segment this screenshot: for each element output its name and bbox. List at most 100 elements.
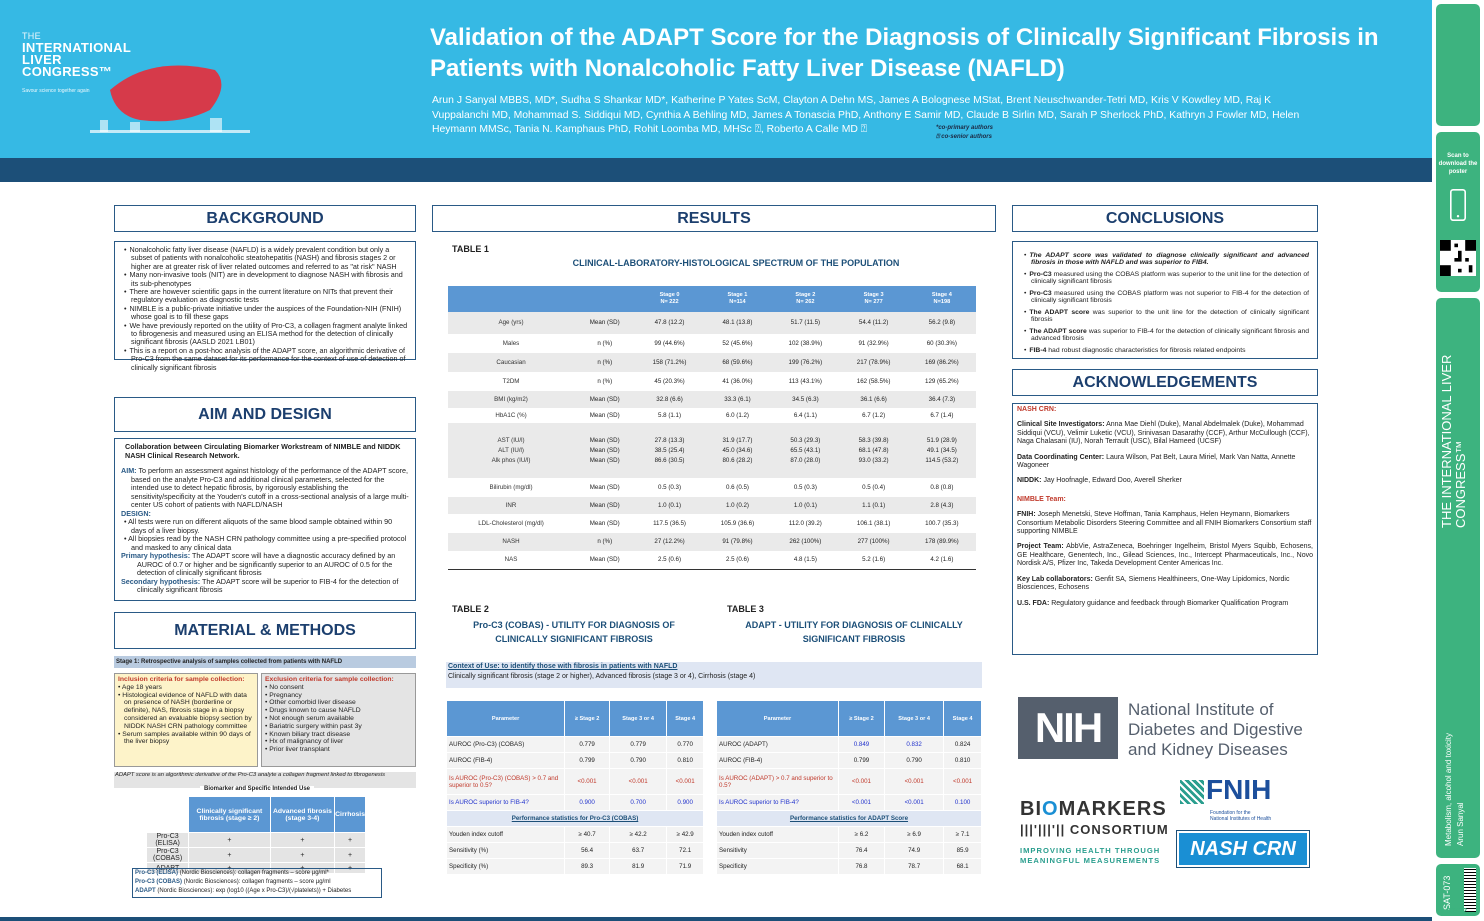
table1-cell: 105.9 (36.6) xyxy=(720,519,755,527)
year-label: ILC2022 xyxy=(1440,908,1467,915)
table1-cell: 56.2 (9.8) xyxy=(907,312,976,334)
ack-key: Clinical Site Investigators: xyxy=(1017,421,1105,429)
table1-title: CLINICAL-LABORATORY-HISTOLOGICAL SPECTRU… xyxy=(572,258,900,268)
perf-cell: Youden index cutoff xyxy=(716,826,839,843)
table-row: LDL-Cholesterol (mg/dl) Mean (SD) 117.5 (3… xyxy=(448,514,976,533)
perf-cell: Specificity (%) xyxy=(445,858,566,875)
table-row: Is AUROC superior to FIB-4? <0.001 <0.001 0… xyxy=(716,794,982,811)
perf-cell: Is AUROC superior to FIB-4? xyxy=(716,794,839,811)
perf-cell: 0.790 xyxy=(884,752,945,769)
table1-cell: 33.3 (6.1) xyxy=(703,391,772,408)
perf-cell: 0.900 xyxy=(666,794,704,811)
background-item: NIMBLE is a public-private initiative un… xyxy=(121,304,409,322)
table1-cell: 5.2 (1.6) xyxy=(862,555,886,563)
table-row: AUROC (ADAPT) 0.849 0.832 0.824 xyxy=(716,736,982,753)
table-row: Specificity (%) 89.3 81.9 71.9 xyxy=(445,858,704,875)
table1-cell: n (%) xyxy=(574,533,636,551)
exclusion-item: • No consent xyxy=(265,683,304,691)
aim-statement: AIM: To perform an assessment against hi… xyxy=(121,466,409,510)
qr-code-icon[interactable] xyxy=(1440,240,1476,276)
conclusion-key: The ADAPT score xyxy=(1029,328,1087,335)
table1-cell: 100.7 (35.3) xyxy=(925,519,959,527)
collab-text: Collaboration between Circulating Biomar… xyxy=(125,442,401,460)
ack-key: Key Lab collaborators: xyxy=(1017,575,1093,583)
table1-cell: 6.0 (1.2) xyxy=(725,411,749,419)
background-item: We have previously reported on the utili… xyxy=(121,321,409,347)
niddk-line: and Kidney Diseases xyxy=(1128,740,1288,759)
legend-item: Pro-C3 (COBAS) (Nordic Biosciences): col… xyxy=(135,878,381,887)
biomarker-cell: + xyxy=(269,847,336,863)
inclusion-title: Inclusion criteria for sample collection… xyxy=(118,676,245,683)
exclusion-item-text: Hx of malignancy of liver xyxy=(269,738,344,746)
perf-cell: 71.9 xyxy=(666,858,704,875)
biomarker-header: Cirrhosis xyxy=(334,796,366,833)
table1-cell: n (%) xyxy=(597,377,613,385)
perf-cell: AUROC (FIB-4) xyxy=(445,752,566,769)
exclusion-item: • Other comorbid liver disease xyxy=(265,699,356,707)
exclusion-item-text: Pregnancy xyxy=(269,691,302,699)
ack-item: NIDDK: Jay Hoofnagle, Edward Doo, Averel… xyxy=(1017,477,1313,485)
table-row: Youden index cutoff ≥ 6.2 ≥ 6.9 ≥ 7.1 xyxy=(716,826,982,843)
biomarkers-logo: BIOMARKERS xyxy=(1020,798,1167,821)
background-item: This is a report on a post-hoc analysis … xyxy=(121,346,409,372)
ack-value: Regulatory guidance and feedback through… xyxy=(1049,599,1289,607)
table1-cell: 129 (65.2%) xyxy=(925,377,959,385)
table1-cell: AST (IU/l) ALT (IU/l) Alk phos (IU/l) xyxy=(448,423,575,478)
bottom-border xyxy=(0,917,1432,921)
nash-crn-label: NASH CRN: xyxy=(1017,406,1057,413)
scan-block: Scan to download the poster xyxy=(1436,132,1480,292)
perf-cell: 0.770 xyxy=(666,736,704,753)
tagline-line: IMPROVING HEALTH THROUGH xyxy=(1020,846,1161,855)
table1-cell: 0.5 (0.4) xyxy=(862,483,886,491)
fnih-subtitle: Foundation for the National Institutes o… xyxy=(1210,810,1271,822)
legend-key: Pro-C3 (COBAS) xyxy=(135,879,183,885)
perf-cell: <0.001 xyxy=(564,768,610,795)
perf-header: ≥ Stage 2 xyxy=(837,700,886,737)
ack-value: Genfit SA, Siemens Healthineers, One-Way… xyxy=(1017,575,1290,592)
table1-cell: 68 (59.6%) xyxy=(703,353,772,372)
perf-cell: <0.001 xyxy=(943,768,982,795)
conclusion-item: FIB-4 had robust diagnostic characterist… xyxy=(1021,347,1309,354)
table1: Stage 0 N= 222 Stage 1 N=114 Stage 2 N= 262 St… xyxy=(448,286,976,570)
acknowledgements-heading: ACKNOWLEDGEMENTS xyxy=(1012,369,1318,396)
table1-cell: n (%) xyxy=(574,353,636,372)
exclusion-item: • Bariatric surgery within past 3y xyxy=(265,722,362,730)
perf-header: Parameter xyxy=(716,700,839,737)
table1-cell: 169 (86.2%) xyxy=(907,353,976,372)
table-row: AUROC (FIB-4) 0.799 0.790 0.810 xyxy=(716,752,982,769)
note-co-senior: ⍰ co-senior authors xyxy=(936,134,992,140)
context-of-use-text: Clinically significant fibrosis (stage 2… xyxy=(448,673,756,680)
table1-cell: Mean (SD) xyxy=(589,519,620,527)
table-row: INR Mean (SD) 1.0 (0.1) 1.0 (0.2) 1.0 (0.1) 1… xyxy=(448,497,976,514)
biomarker-cell: Pro-C3 (ELISA) xyxy=(145,832,190,848)
table1-header: Stage 1 N=114 xyxy=(703,286,772,312)
conclusion-item: The ADAPT score was superior to the unit… xyxy=(1021,309,1309,323)
exclusion-item-text: Bariatric surgery within past 3y xyxy=(269,722,362,730)
perf-cell: Is AUROC (ADAPT) > 0.7 and superior to 0… xyxy=(716,768,839,795)
table-row: Is AUROC (ADAPT) > 0.7 and superior to 0… xyxy=(716,768,982,795)
perf-header: ≥ Stage 2 xyxy=(564,700,610,737)
vertical-code: SAT-073 xyxy=(1442,875,1452,910)
table1-header: Stage 3 N= 277 xyxy=(839,286,908,312)
conclusions-list: The ADAPT score was validated to diagnos… xyxy=(1013,242,1317,369)
perf-cell: 78.7 xyxy=(884,858,945,875)
perf-cell: <0.001 xyxy=(666,768,704,795)
logo-part: BI xyxy=(1020,798,1042,820)
table-row: Pro-C3 (ELISA) + + + xyxy=(145,832,366,848)
table2: Parameter ≥ Stage 2 Stage 3 or 4 Stage 4 AU… xyxy=(445,700,704,875)
table-row: AST (IU/l) ALT (IU/l) Alk phos (IU/l) Mean … xyxy=(448,423,976,478)
vertical-topic: Metabolism, alcohol and toxicity xyxy=(1444,733,1453,846)
consortium-label: CONSORTIUM xyxy=(1069,822,1169,837)
ack-item: U.S. FDA: Regulatory guidance and feedba… xyxy=(1017,600,1313,608)
table1-cell: T2DM xyxy=(502,377,520,385)
adapt-note: ADAPT score is an algorithmic derivative… xyxy=(114,772,416,788)
table1-cell: Mean (SD) xyxy=(589,555,620,563)
ack-key: Data Coordinating Center: xyxy=(1017,453,1105,461)
legend-item: Pro-C3 (ELISA) (Nordic Biosciences): col… xyxy=(135,869,381,878)
secondary-hypothesis: Secondary hypothesis: The ADAPT score wi… xyxy=(121,577,409,595)
perf-cell: 0.779 xyxy=(608,736,668,753)
table1-cell: Mean (SD) xyxy=(574,312,636,334)
design-item-text: All biopsies read by the NASH CRN pathol… xyxy=(128,534,407,552)
table1-cell: 117.5 (36.5) xyxy=(653,519,686,527)
perf-header: Parameter xyxy=(445,700,566,737)
